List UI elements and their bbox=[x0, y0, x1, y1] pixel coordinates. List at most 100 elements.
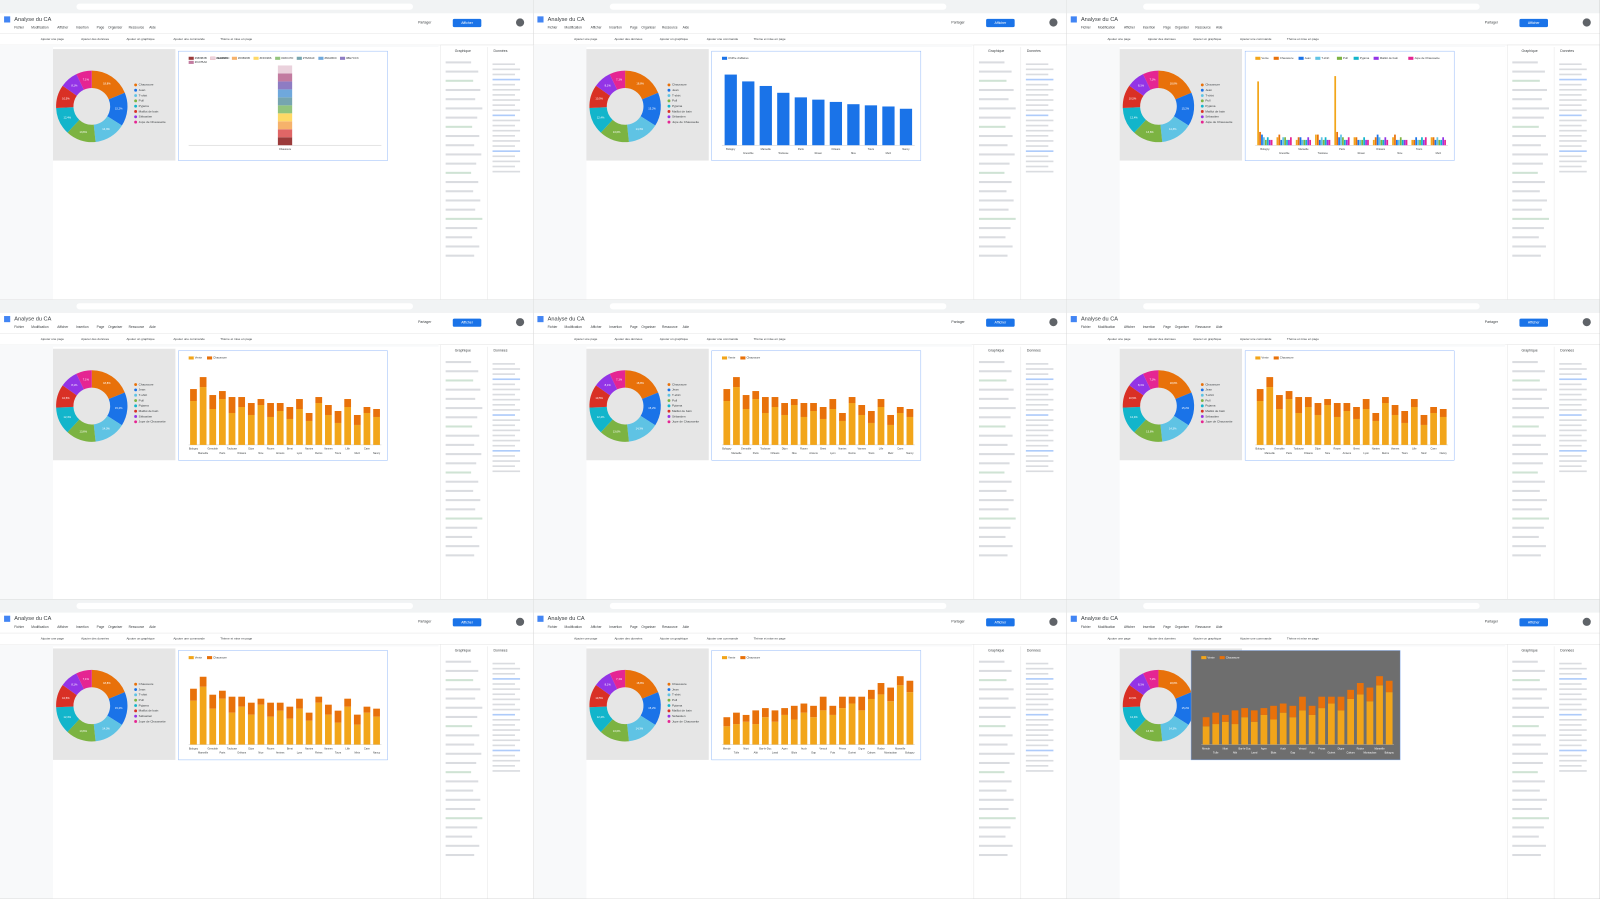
toolbar-item[interactable]: Thème et mise en page bbox=[1287, 37, 1319, 41]
menu-item[interactable]: Aide bbox=[149, 325, 156, 329]
share-button[interactable]: Partager bbox=[951, 20, 965, 24]
view-button[interactable]: Afficher bbox=[1528, 620, 1541, 624]
view-button[interactable]: Afficher bbox=[1528, 321, 1541, 325]
menu-item[interactable]: Modification bbox=[565, 625, 583, 629]
toolbar-item[interactable]: Thème et mise en page bbox=[754, 337, 786, 341]
menu-item[interactable]: Afficher bbox=[57, 625, 69, 629]
menu-item[interactable]: Insertion bbox=[76, 625, 89, 629]
view-button-bg[interactable] bbox=[986, 318, 1015, 327]
menu-item[interactable]: Organiser bbox=[1175, 25, 1190, 29]
panel-tab[interactable]: Données bbox=[494, 349, 508, 353]
toolbar-item[interactable]: Ajouter une commande bbox=[707, 37, 739, 41]
toolbar-item[interactable]: Ajouter des données bbox=[81, 637, 109, 641]
menu-item[interactable]: Fichier bbox=[1081, 325, 1092, 329]
menu-item[interactable]: Ressource bbox=[129, 325, 145, 329]
toolbar-item[interactable]: Ajouter un graphique bbox=[660, 637, 689, 641]
menu-item[interactable]: Modification bbox=[1098, 25, 1116, 29]
menu-item[interactable]: Ressource bbox=[1195, 25, 1211, 29]
menu-item[interactable]: Modification bbox=[31, 325, 49, 329]
view-button[interactable]: Afficher bbox=[461, 620, 474, 624]
menu-item[interactable]: Organiser bbox=[1175, 325, 1190, 329]
view-button[interactable]: Afficher bbox=[995, 321, 1008, 325]
menu-item[interactable]: Aide bbox=[1216, 25, 1223, 29]
menu-item[interactable]: Modification bbox=[31, 25, 49, 29]
menu-item[interactable]: Modification bbox=[31, 625, 49, 629]
menu-item[interactable]: Insertion bbox=[76, 25, 89, 29]
menu-item[interactable]: Insertion bbox=[609, 25, 622, 29]
toolbar-item[interactable]: Ajouter un graphique bbox=[126, 337, 155, 341]
share-button[interactable]: Partager bbox=[1485, 20, 1499, 24]
menu-item[interactable]: Modification bbox=[1098, 625, 1116, 629]
toolbar-item[interactable]: Ajouter des données bbox=[1148, 337, 1176, 341]
view-button-bg[interactable] bbox=[986, 18, 1015, 28]
toolbar-item[interactable]: Thème et mise en page bbox=[220, 37, 252, 41]
toolbar-item[interactable]: Ajouter des données bbox=[615, 37, 643, 41]
toolbar-item[interactable]: Ajouter une page bbox=[1107, 337, 1130, 341]
share-button[interactable]: Partager bbox=[1485, 620, 1499, 624]
toolbar-item[interactable]: Ajouter une commande bbox=[1240, 637, 1272, 641]
toolbar-item[interactable]: Ajouter une page bbox=[574, 337, 597, 341]
toolbar-item[interactable]: Ajouter une page bbox=[41, 37, 64, 41]
menu-item[interactable]: Afficher bbox=[591, 625, 603, 629]
menu-item[interactable]: Fichier bbox=[548, 625, 559, 629]
menu-item[interactable]: Page bbox=[1163, 25, 1171, 29]
panel-tab[interactable]: Graphique bbox=[455, 49, 471, 53]
menu-item[interactable]: Ressource bbox=[662, 325, 678, 329]
view-button[interactable]: Afficher bbox=[995, 21, 1008, 25]
menu-item[interactable]: Modification bbox=[565, 25, 583, 29]
toolbar-item[interactable]: Ajouter une commande bbox=[707, 337, 739, 341]
view-button-bg[interactable] bbox=[1519, 18, 1548, 28]
menu-item[interactable]: Afficher bbox=[1124, 325, 1136, 329]
toolbar-item[interactable]: Ajouter une commande bbox=[173, 37, 205, 41]
view-button-bg[interactable] bbox=[1519, 618, 1548, 627]
toolbar-item[interactable]: Ajouter une commande bbox=[1240, 37, 1272, 41]
menu-item[interactable]: Organiser bbox=[641, 325, 656, 329]
menu-item[interactable]: Ressource bbox=[129, 625, 145, 629]
toolbar-item[interactable]: Ajouter une page bbox=[1107, 37, 1130, 41]
toolbar-item[interactable]: Thème et mise en page bbox=[1287, 337, 1319, 341]
toolbar-item[interactable]: Ajouter des données bbox=[615, 637, 643, 641]
panel-tab[interactable]: Graphique bbox=[988, 648, 1004, 652]
toolbar-item[interactable]: Ajouter des données bbox=[1148, 637, 1176, 641]
panel-tab[interactable]: Données bbox=[1027, 349, 1041, 353]
toolbar-item[interactable]: Ajouter une commande bbox=[173, 337, 205, 341]
toolbar-item[interactable]: Ajouter une commande bbox=[707, 637, 739, 641]
toolbar-item[interactable]: Ajouter des données bbox=[1148, 37, 1176, 41]
toolbar-item[interactable]: Ajouter une page bbox=[574, 37, 597, 41]
share-button[interactable]: Partager bbox=[1485, 320, 1499, 324]
panel-tab[interactable]: Données bbox=[494, 648, 508, 652]
toolbar-item[interactable]: Ajouter une page bbox=[1107, 637, 1130, 641]
toolbar-item[interactable]: Ajouter des données bbox=[615, 337, 643, 341]
toolbar-item[interactable]: Ajouter une page bbox=[574, 637, 597, 641]
share-button[interactable]: Partager bbox=[418, 620, 432, 624]
menu-item[interactable]: Afficher bbox=[591, 325, 603, 329]
share-button[interactable]: Partager bbox=[951, 620, 965, 624]
toolbar-item[interactable]: Ajouter un graphique bbox=[1193, 337, 1222, 341]
menu-item[interactable]: Aide bbox=[683, 625, 690, 629]
menu-item[interactable]: Modification bbox=[565, 325, 583, 329]
menu-item[interactable]: Ressource bbox=[662, 25, 678, 29]
toolbar-item[interactable]: Ajouter une commande bbox=[173, 637, 205, 641]
panel-tab[interactable]: Graphique bbox=[1521, 49, 1537, 53]
panel-tab[interactable]: Graphique bbox=[455, 349, 471, 353]
share-button[interactable]: Partager bbox=[418, 320, 432, 324]
menu-item[interactable]: Organiser bbox=[108, 625, 123, 629]
panel-tab[interactable]: Graphique bbox=[988, 349, 1004, 353]
menu-item[interactable]: Page bbox=[630, 625, 638, 629]
menu-item[interactable]: Fichier bbox=[1081, 25, 1092, 29]
toolbar-item[interactable]: Thème et mise en page bbox=[754, 37, 786, 41]
menu-item[interactable]: Fichier bbox=[548, 25, 559, 29]
toolbar-item[interactable]: Ajouter des données bbox=[81, 37, 109, 41]
menu-item[interactable]: Organiser bbox=[1175, 625, 1190, 629]
menu-item[interactable]: Insertion bbox=[1143, 625, 1156, 629]
panel-tab[interactable]: Données bbox=[1560, 349, 1574, 353]
view-button[interactable]: Afficher bbox=[1528, 21, 1541, 25]
menu-item[interactable]: Insertion bbox=[609, 625, 622, 629]
menu-item[interactable]: Page bbox=[630, 25, 638, 29]
menu-item[interactable]: Organiser bbox=[641, 25, 656, 29]
menu-item[interactable]: Page bbox=[97, 25, 105, 29]
menu-item[interactable]: Ressource bbox=[1195, 325, 1211, 329]
menu-item[interactable]: Ressource bbox=[1195, 625, 1211, 629]
menu-item[interactable]: Afficher bbox=[1124, 625, 1136, 629]
toolbar-item[interactable]: Thème et mise en page bbox=[754, 637, 786, 641]
